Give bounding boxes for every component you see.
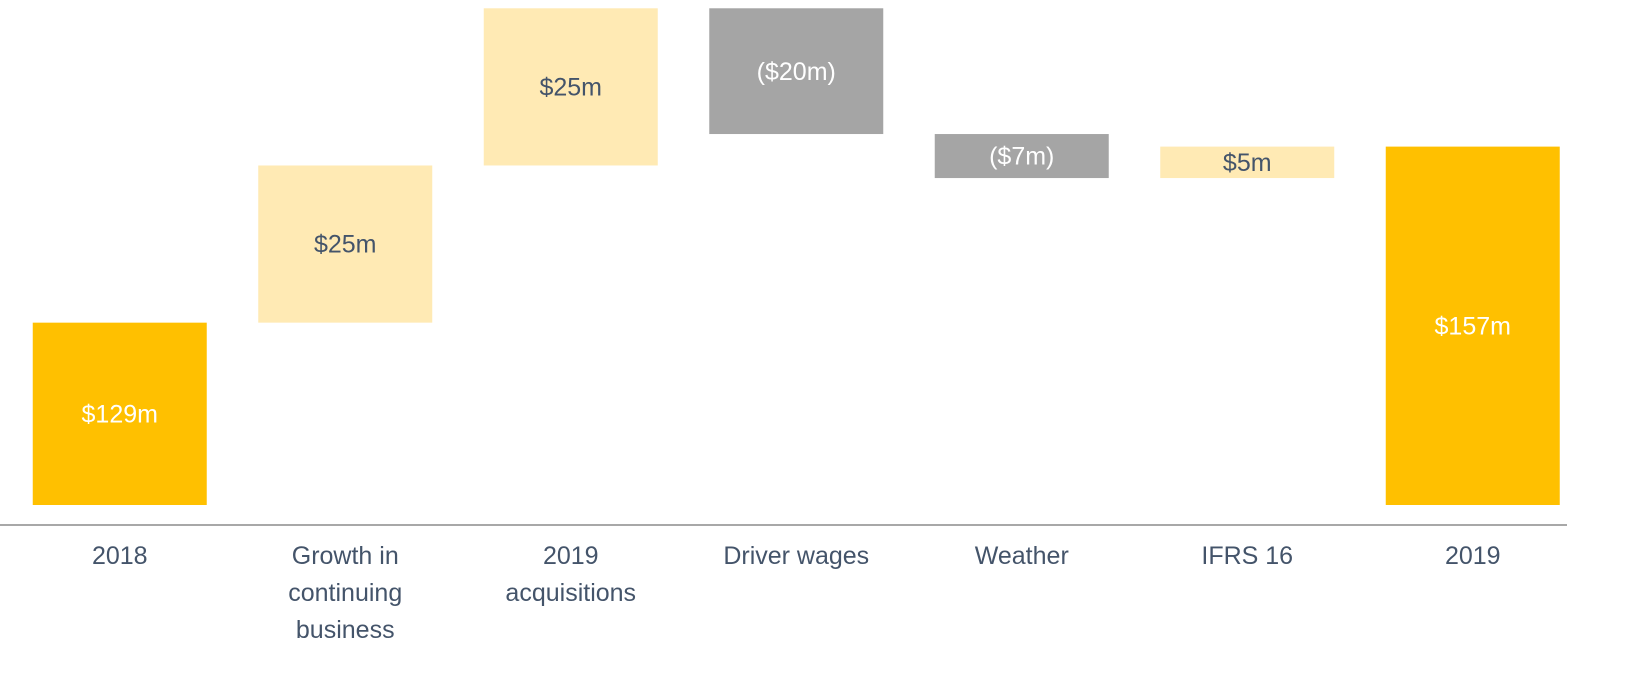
category-label: 2019 [1444, 542, 1501, 570]
category-label: Weather [974, 542, 1069, 570]
bar [258, 165, 433, 323]
value-label: $129m [82, 400, 158, 428]
bar [1385, 146, 1560, 506]
value-label: ($20m) [757, 58, 836, 86]
bar [934, 134, 1109, 179]
bar [709, 8, 884, 135]
bar [483, 8, 658, 166]
category-label: 2018 [91, 542, 148, 570]
category-label: IFRS 16 [1201, 542, 1294, 570]
bar [1160, 146, 1335, 179]
value-label: $157m [1435, 312, 1511, 340]
bar [32, 322, 207, 505]
value-label: ($7m) [989, 143, 1054, 171]
category-label: 2019 acquisitions [505, 542, 637, 607]
value-label: $5m [1223, 149, 1272, 177]
value-label: $25m [314, 231, 377, 259]
category-label: Driver wages [723, 542, 870, 570]
category-label: Growth in continuing business [288, 542, 403, 644]
value-label: $25m [539, 73, 602, 101]
